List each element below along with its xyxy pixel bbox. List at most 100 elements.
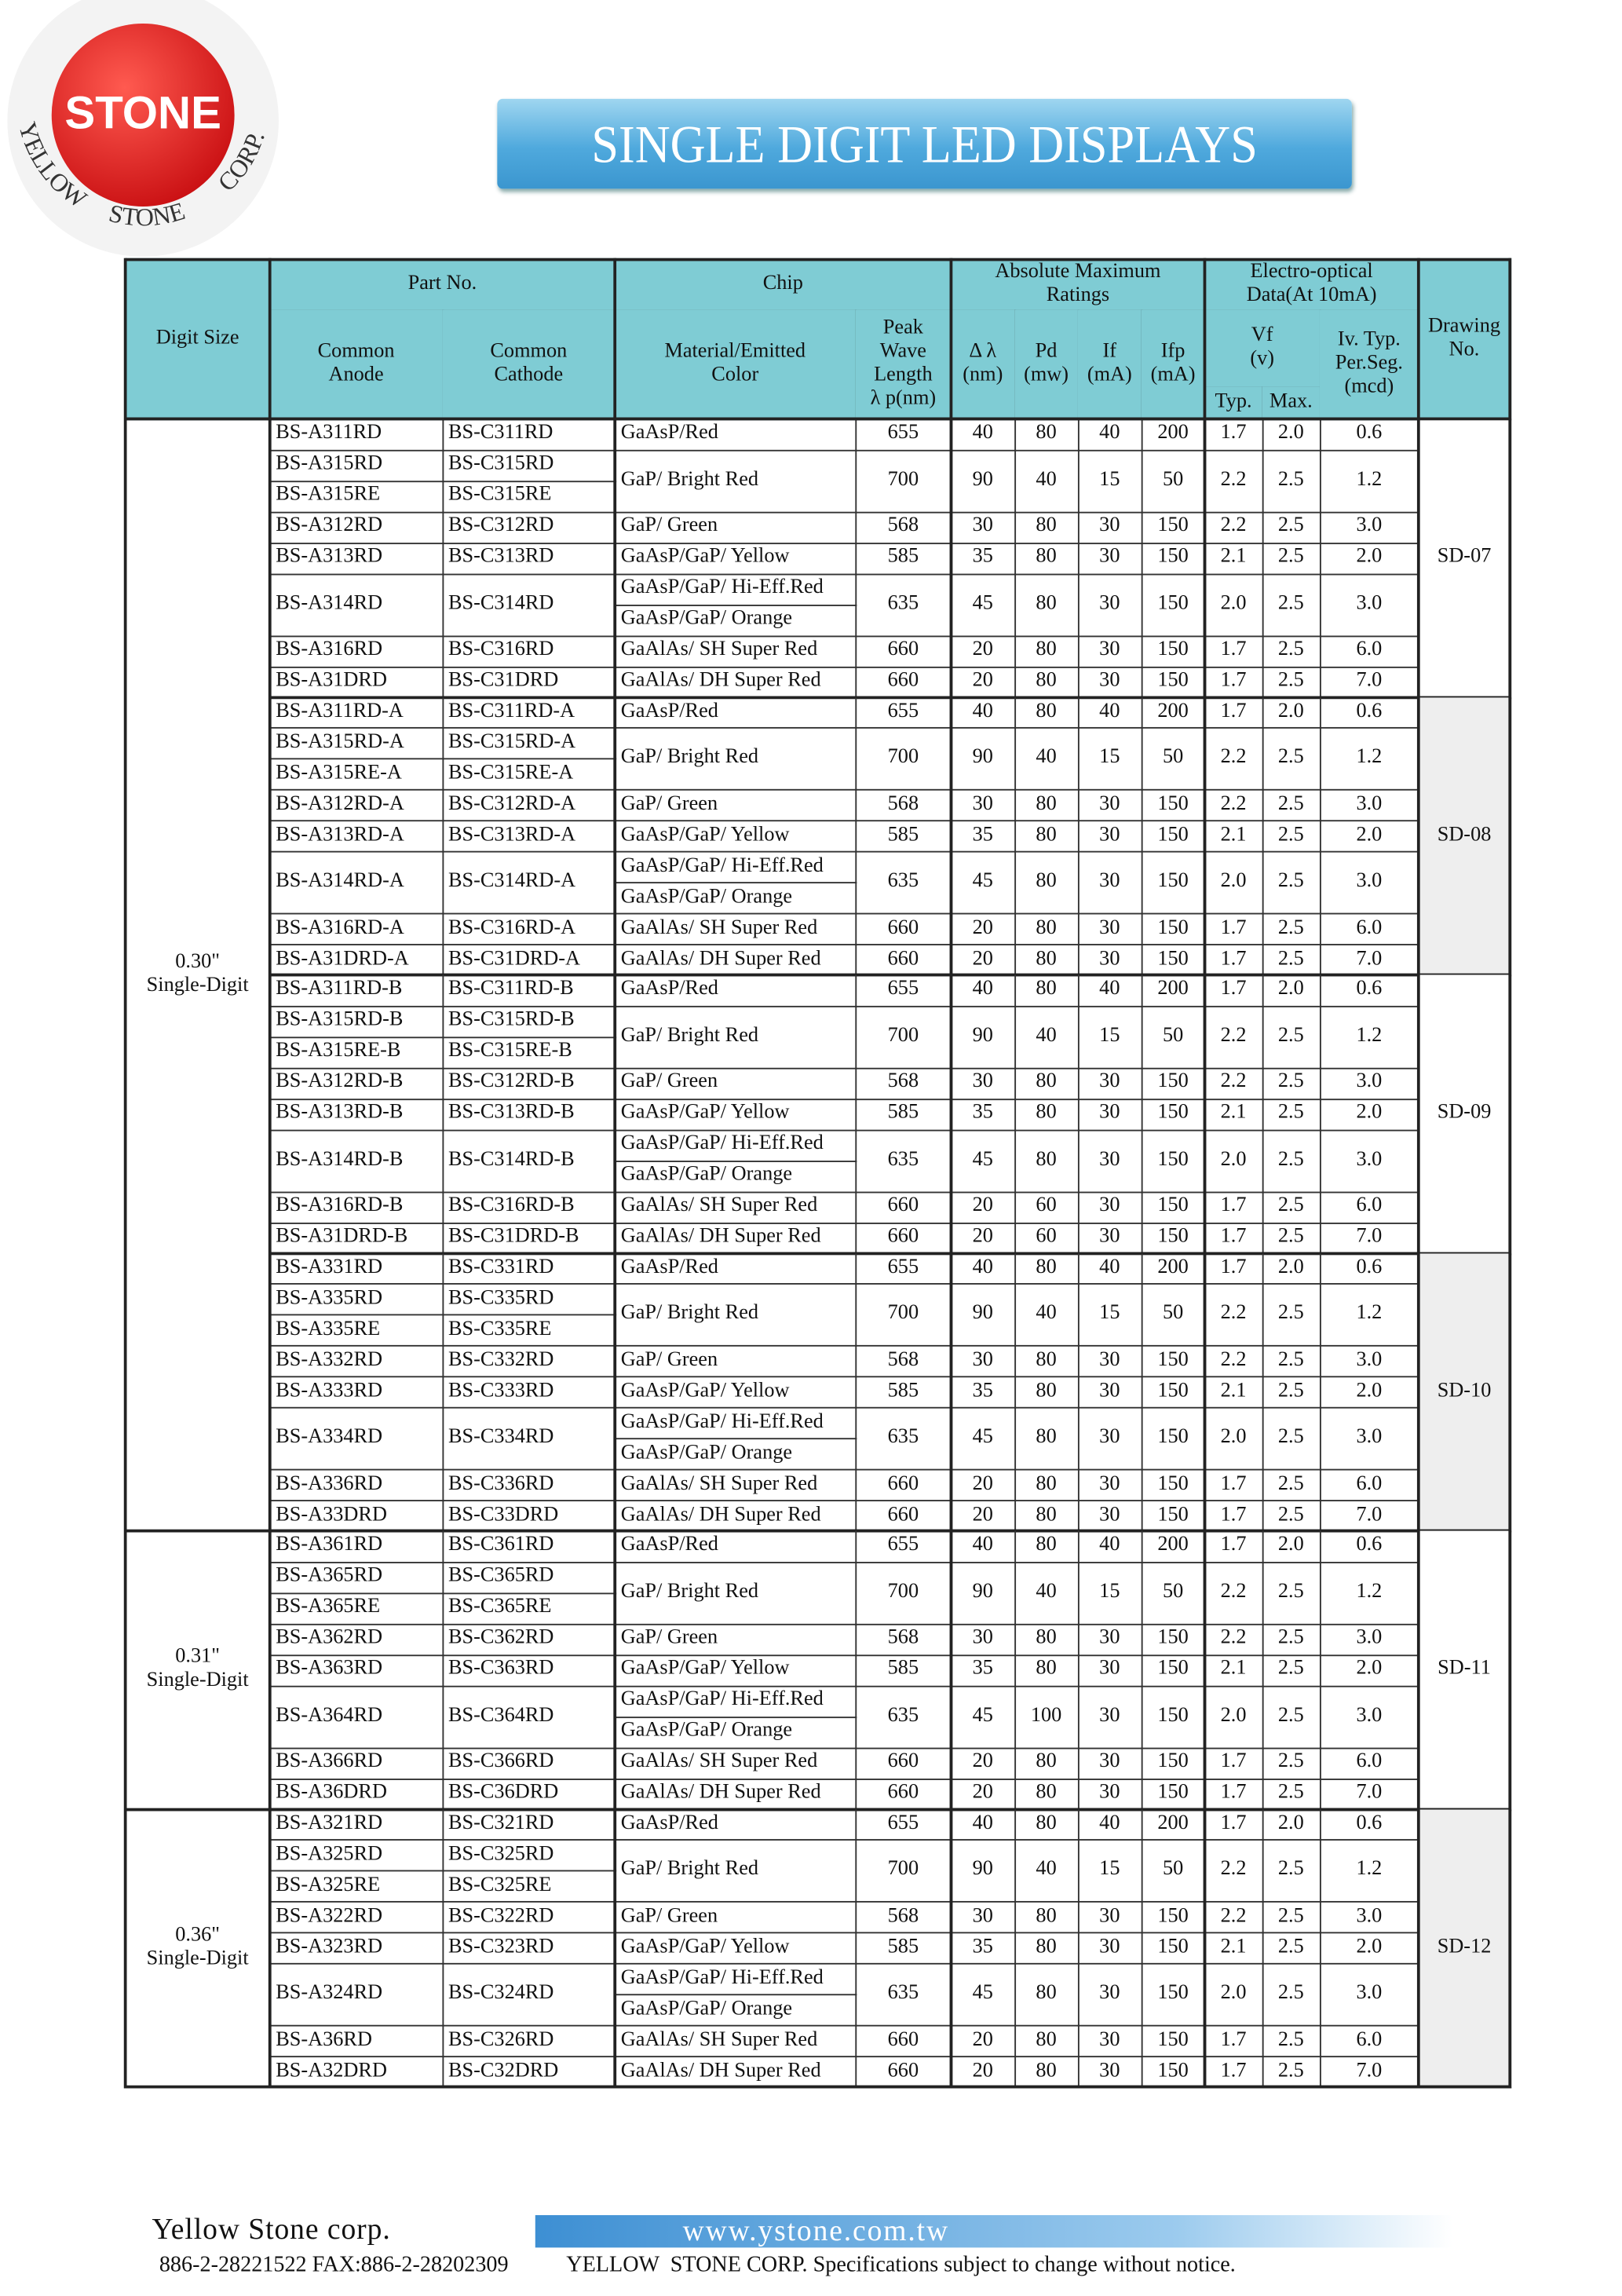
spec-value: 635 [855,1963,953,2027]
part-cathode: BS-C314RD-B [442,1129,617,1193]
chip-material: GaAlAs/ SH Super Red [615,2024,857,2058]
spec-value: 40 [1014,1561,1080,1625]
spec-value: 80 [1014,666,1080,699]
part-cathode: BS-C332RD [442,1345,617,1378]
spec-value: 1.7 [1204,1778,1264,1811]
rule [123,258,127,2089]
rule [1203,258,1207,2089]
spec-value: 80 [1014,511,1080,544]
spec-value: 2.5 [1262,1778,1321,1811]
spec-value: 200 [1141,1530,1207,1563]
spec-value: 2.2 [1204,1623,1264,1656]
header-cell: Peak Wave Length λ p(nm) [855,309,953,421]
chip-material: GaAsP/GaP/ Orange [615,1160,857,1193]
spec-value: 660 [855,634,953,667]
spec-value: 2.2 [1204,1067,1264,1100]
spec-value: 80 [1014,1129,1080,1193]
spec-value: 2.5 [1262,1839,1321,1903]
spec-value: 20 [951,666,1017,699]
chip-material: GaAsP/GaP/ Orange [615,882,857,915]
spec-value: 30 [1077,789,1143,822]
spec-value: 2.0 [1204,1129,1264,1193]
spec-value: 60 [1014,1190,1080,1224]
spec-value: 150 [1141,1963,1207,2027]
spec-value: 35 [951,1654,1017,1687]
spec-value: 30 [951,789,1017,822]
part-cathode: BS-C36DRD [442,1778,617,1811]
chip-material: GaAlAs/ DH Super Red [615,1778,857,1811]
spec-value: 30 [1077,666,1143,699]
part-cathode: BS-C325RE [442,1870,617,1903]
part-cathode: BS-C315RD-B [442,1005,617,1039]
spec-value: 3.0 [1319,1623,1420,1656]
part-cathode: BS-C362RD [442,1623,617,1656]
spec-value: 2.0 [1204,1407,1264,1471]
spec-value: 2.5 [1262,449,1321,514]
chip-material: GaAsP/Red [615,696,857,729]
spec-value: 2.5 [1262,1345,1321,1378]
spec-value: 568 [855,1067,953,1100]
part-cathode: BS-C322RD [442,1901,617,1934]
part-cathode: BS-C316RD-B [442,1190,617,1224]
part-cathode: BS-C316RD-A [442,912,617,946]
spec-value: 1.7 [1204,666,1264,699]
chip-material: GaP/ Bright Red [615,1839,857,1903]
spec-value: 150 [1141,511,1207,544]
spec-value: 200 [1141,419,1207,452]
spec-value: 2.5 [1262,634,1321,667]
spec-value: 1.2 [1319,1283,1420,1347]
part-cathode: BS-C315RE-B [442,1036,617,1069]
spec-value: 568 [855,1901,953,1934]
logo: STONE YELLOW STONE CORP. [7,0,279,257]
spec-value: 80 [1014,1778,1080,1811]
spec-value: 90 [951,727,1017,792]
spec-value: 150 [1141,944,1207,977]
chip-material: GaP/ Green [615,1901,857,1934]
spec-value: 585 [855,1932,953,1965]
spec-value: 200 [1141,696,1207,729]
rule [269,973,1511,977]
header-cell: Absolute Maximum Ratings [951,258,1207,312]
drawing-no: SD-12 [1418,1808,1512,2089]
spec-value: 40 [1077,419,1143,452]
spec-value: 2.2 [1204,789,1264,822]
spec-value: 2.1 [1204,1932,1264,1965]
spec-value: 150 [1141,1932,1207,1965]
spec-value: 35 [951,542,1017,575]
spec-value: 7.0 [1319,1500,1420,1533]
part-anode: BS-A36DRD [269,1778,444,1811]
part-anode: BS-A316RD-B [269,1190,444,1224]
chip-material: GaAlAs/ DH Super Red [615,1500,857,1533]
spec-value: 635 [855,1407,953,1471]
spec-value: 3.0 [1319,1345,1420,1378]
spec-value: 655 [855,974,953,1007]
spec-value: 2.0 [1319,1098,1420,1132]
spec-value: 40 [1014,1839,1080,1903]
spec-value: 700 [855,449,953,514]
part-cathode: BS-C323RD [442,1932,617,1965]
spec-value: 35 [951,820,1017,853]
part-anode: BS-A311RD-A [269,696,444,729]
chip-material: GaAsP/GaP/ Yellow [615,1654,857,1687]
spec-value: 45 [951,1407,1017,1471]
spec-value: 700 [855,727,953,792]
spec-value: 20 [951,944,1017,977]
spec-value: 150 [1141,1685,1207,1749]
spec-value: 1.2 [1319,1561,1420,1625]
part-cathode: BS-C31DRD-B [442,1222,617,1255]
spec-value: 150 [1141,1901,1207,1934]
spec-value: 6.0 [1319,1468,1420,1502]
part-anode: BS-A32DRD [269,2056,444,2089]
part-anode: BS-A335RD [269,1283,444,1317]
chip-material: GaAsP/GaP/ Hi-Eff.Red [615,1407,857,1440]
chip-material: GaP/ Green [615,1067,857,1100]
part-anode: BS-A324RD [269,1963,444,2027]
spec-value: 2.2 [1204,1839,1264,1903]
drawing-no: SD-08 [1418,696,1512,977]
spec-value: 2.0 [1262,696,1321,729]
spec-value: 30 [1077,1222,1143,1255]
spec-value: 80 [1014,634,1080,667]
spec-value: 635 [855,1129,953,1193]
spec-value: 150 [1141,1778,1207,1811]
spec-value: 20 [951,912,1017,946]
